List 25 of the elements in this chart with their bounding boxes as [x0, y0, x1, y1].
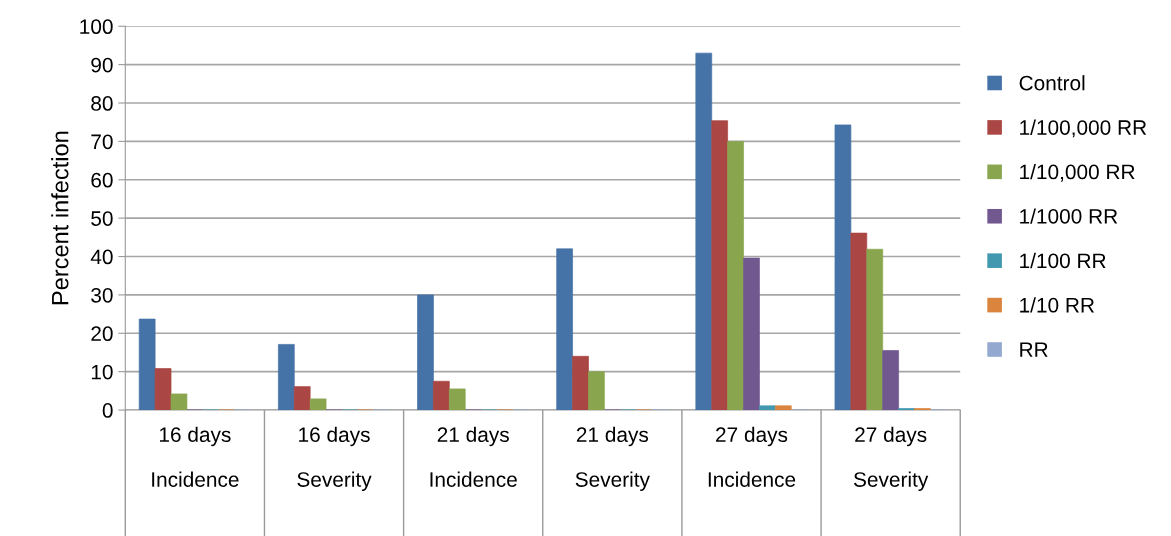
y-tick-label: 60: [91, 172, 113, 188]
y-tick-label: 0: [102, 403, 113, 418]
y-tick-label: 70: [91, 134, 113, 150]
category-label: 16 days Incidence: [152, 426, 239, 487]
category-label: 21 days Severity: [575, 426, 650, 492]
y-tick-label: 90: [91, 57, 113, 73]
legend-label: Control: [1019, 75, 1085, 91]
y-tick-label: 10: [91, 364, 113, 380]
category-label: 27 days Severity: [853, 426, 929, 492]
legend-label: 1/10 RR: [1020, 297, 1095, 313]
category-label: 16 days Severity: [297, 426, 372, 492]
legend-label: RR: [1020, 342, 1048, 357]
legend-label: 1/100 RR: [1020, 252, 1106, 269]
category-label: 21 days Incidence: [430, 426, 517, 487]
legend-label: 1/100,000 RR: [1020, 119, 1147, 138]
y-axis-title: Percent infection: [51, 131, 69, 305]
legend-label: 1/10,000 RR: [1020, 164, 1135, 182]
y-tick-label: 100: [80, 19, 113, 35]
y-tick-label: 30: [91, 287, 113, 303]
y-tick-label: 20: [91, 326, 113, 342]
legend-label: 1/1000 RR: [1020, 208, 1118, 224]
y-tick-label: 80: [91, 96, 113, 111]
category-label: 27 days Incidence: [708, 426, 796, 487]
y-tick-label: 40: [90, 249, 113, 265]
y-tick-label: 50: [91, 211, 113, 226]
